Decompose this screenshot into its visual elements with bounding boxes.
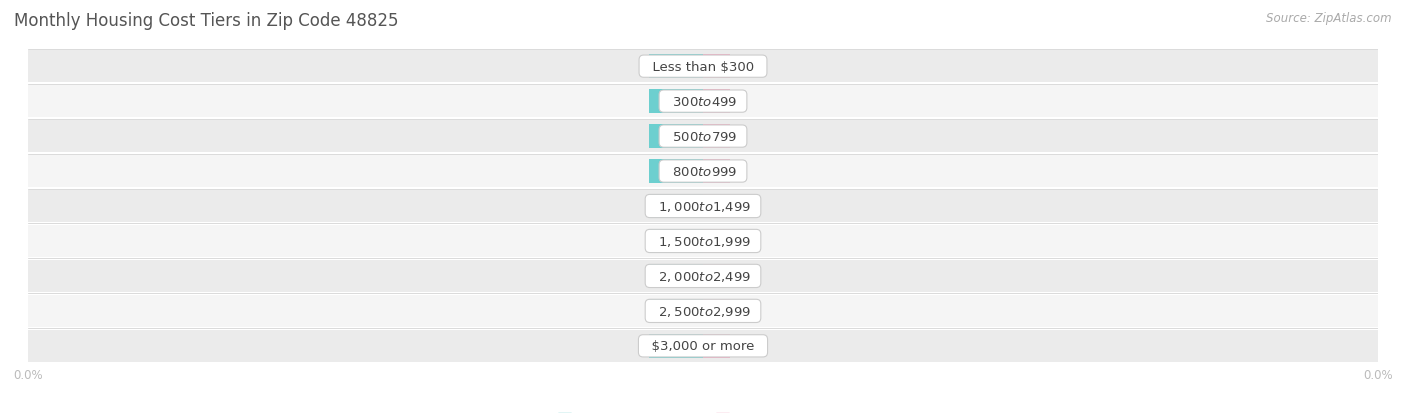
- Bar: [650, 230, 703, 253]
- Text: 0.0%: 0.0%: [700, 95, 733, 108]
- Bar: [28, 295, 1378, 328]
- Bar: [703, 160, 730, 183]
- Text: 0.0%: 0.0%: [700, 200, 733, 213]
- Text: 0.0%: 0.0%: [659, 270, 692, 283]
- Text: $500 to $799: $500 to $799: [664, 130, 742, 143]
- Text: 0.0%: 0.0%: [659, 95, 692, 108]
- Text: Source: ZipAtlas.com: Source: ZipAtlas.com: [1267, 12, 1392, 25]
- Text: 0.0%: 0.0%: [700, 305, 733, 318]
- Text: $800 to $999: $800 to $999: [664, 165, 742, 178]
- Text: 0.0%: 0.0%: [659, 61, 692, 74]
- Text: 0.0%: 0.0%: [700, 165, 733, 178]
- Bar: [28, 121, 1378, 153]
- Text: $2,000 to $2,499: $2,000 to $2,499: [650, 269, 756, 283]
- Bar: [703, 55, 730, 79]
- Text: 0.0%: 0.0%: [659, 200, 692, 213]
- Bar: [28, 51, 1378, 83]
- Bar: [28, 155, 1378, 188]
- Text: 0.0%: 0.0%: [659, 130, 692, 143]
- Bar: [650, 160, 703, 183]
- Bar: [650, 55, 703, 79]
- Bar: [28, 260, 1378, 292]
- Text: Monthly Housing Cost Tiers in Zip Code 48825: Monthly Housing Cost Tiers in Zip Code 4…: [14, 12, 398, 30]
- Bar: [703, 230, 730, 253]
- Bar: [28, 85, 1378, 118]
- Bar: [650, 125, 703, 149]
- Bar: [703, 334, 730, 358]
- Text: $1,000 to $1,499: $1,000 to $1,499: [650, 199, 756, 214]
- Bar: [28, 330, 1378, 362]
- Bar: [28, 190, 1378, 223]
- Bar: [28, 225, 1378, 258]
- Bar: [703, 264, 730, 288]
- Text: 0.0%: 0.0%: [700, 235, 733, 248]
- Text: $300 to $499: $300 to $499: [664, 95, 742, 108]
- Bar: [703, 125, 730, 149]
- Bar: [650, 90, 703, 114]
- Bar: [650, 334, 703, 358]
- Bar: [703, 299, 730, 323]
- Text: $1,500 to $1,999: $1,500 to $1,999: [650, 235, 756, 248]
- Bar: [650, 264, 703, 288]
- Text: 0.0%: 0.0%: [659, 235, 692, 248]
- Text: 0.0%: 0.0%: [659, 305, 692, 318]
- Text: $2,500 to $2,999: $2,500 to $2,999: [650, 304, 756, 318]
- Text: 0.0%: 0.0%: [700, 270, 733, 283]
- Text: 0.0%: 0.0%: [700, 339, 733, 352]
- Text: Less than $300: Less than $300: [644, 61, 762, 74]
- Bar: [703, 195, 730, 218]
- Bar: [703, 90, 730, 114]
- Text: 0.0%: 0.0%: [700, 130, 733, 143]
- Text: 0.0%: 0.0%: [700, 61, 733, 74]
- Bar: [650, 195, 703, 218]
- Text: 0.0%: 0.0%: [659, 165, 692, 178]
- Text: 0.0%: 0.0%: [659, 339, 692, 352]
- Bar: [650, 299, 703, 323]
- Text: $3,000 or more: $3,000 or more: [643, 339, 763, 352]
